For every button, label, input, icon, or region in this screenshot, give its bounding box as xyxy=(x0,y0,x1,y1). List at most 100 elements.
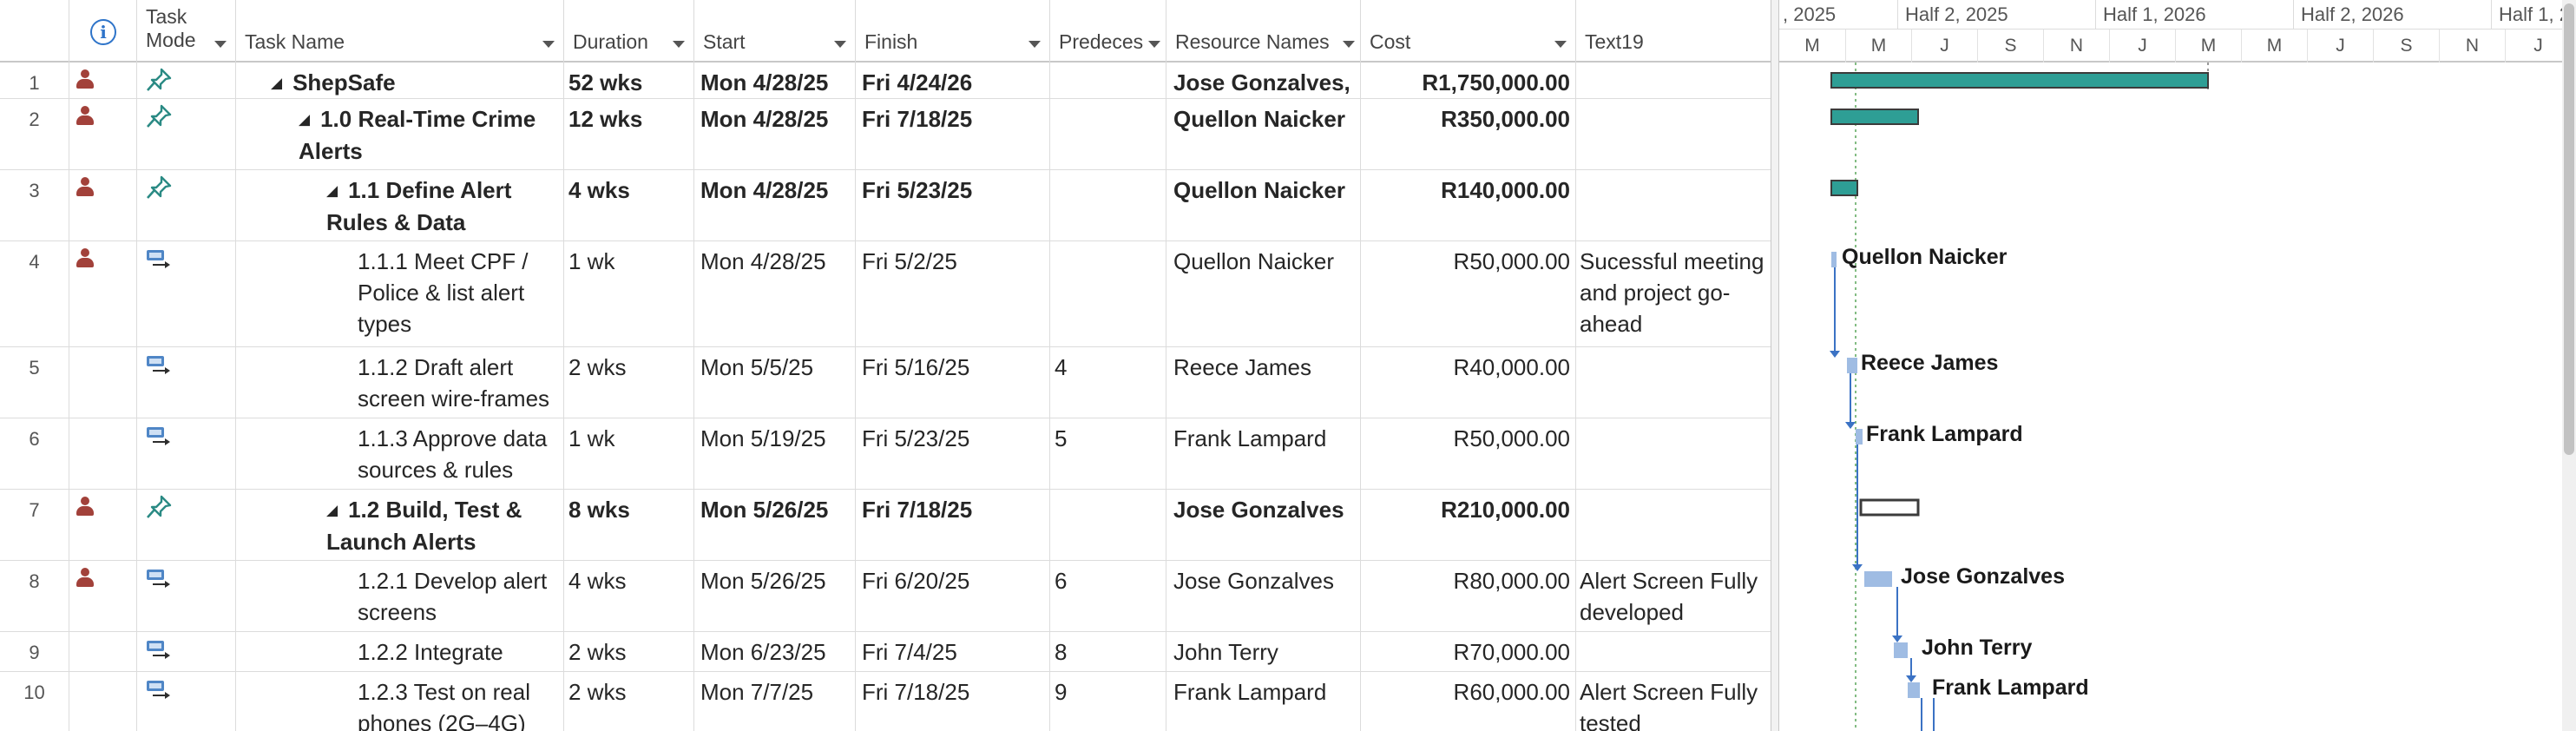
duration-cell[interactable]: 2 wks xyxy=(564,672,694,731)
finish-cell[interactable]: Fri 5/16/25 xyxy=(856,347,1050,418)
cost-cell[interactable]: R210,000.00 xyxy=(1361,490,1576,560)
task-name-cell[interactable]: 1.2.1 Develop alert screens xyxy=(236,561,564,631)
predecessors-cell[interactable] xyxy=(1050,241,1166,346)
predecessors-cell[interactable] xyxy=(1050,170,1166,240)
duration-cell[interactable]: 1 wk xyxy=(564,418,694,489)
text19-cell[interactable]: Alert Screen Fully developed xyxy=(1580,568,1758,625)
finish-cell[interactable]: Fri 4/24/26 xyxy=(856,63,1050,98)
row-id[interactable]: 8 xyxy=(0,561,69,631)
select-all-corner[interactable] xyxy=(0,0,69,63)
text19-cell[interactable]: Alert Screen Fully tested xyxy=(1580,679,1758,731)
row-id[interactable]: 1 xyxy=(0,63,69,98)
text19-cell[interactable] xyxy=(1576,490,1771,560)
chevron-down-icon[interactable] xyxy=(1554,41,1567,48)
table-row[interactable]: 3◢1.1 Define Alert Rules & Data Sources4… xyxy=(0,170,1771,241)
table-row[interactable]: 5 1.1.2 Draft alert screen wire-frames 2 w… xyxy=(0,347,1771,418)
task-name-cell[interactable]: ◢1.1 Define Alert Rules & Data Sources xyxy=(236,170,564,240)
finish-cell[interactable]: Fri 7/18/25 xyxy=(856,99,1050,169)
table-row[interactable]: 2 ◢ 1.0 Real-Time Crime Alerts 12 wks Mon 4/… xyxy=(0,99,1771,170)
duration-cell[interactable]: 12 wks xyxy=(564,99,694,169)
column-header-task-mode[interactable]: Task Mode xyxy=(137,0,236,63)
duration-cell[interactable]: 52 wks xyxy=(564,63,694,98)
task-name-cell[interactable]: ◢ ShepSafe xyxy=(236,63,564,98)
chevron-down-icon[interactable] xyxy=(1148,41,1160,48)
chevron-down-icon[interactable] xyxy=(214,41,227,48)
resource-names-cell[interactable]: Quellon Naicker xyxy=(1166,241,1361,346)
collapse-triangle-icon[interactable]: ◢ xyxy=(271,75,283,91)
finish-cell[interactable]: Fri 5/23/25 xyxy=(856,418,1050,489)
table-row[interactable]: 7 ◢ 1.2 Build, Test & Launch Alerts 8 wks Mo… xyxy=(0,490,1771,561)
row-id[interactable]: 5 xyxy=(0,347,69,418)
column-header-text19[interactable]: Text19 xyxy=(1576,0,1771,63)
task-mode-cell[interactable] xyxy=(137,418,236,489)
row-id[interactable]: 7 xyxy=(0,490,69,560)
task-name-cell[interactable]: 1.1.3 Approve data sources & rules xyxy=(236,418,564,489)
duration-cell[interactable]: 1 wk xyxy=(564,241,694,346)
task-name-cell[interactable]: ◢ 1.0 Real-Time Crime Alerts xyxy=(236,99,564,169)
task-mode-cell[interactable] xyxy=(137,63,236,98)
start-cell[interactable]: Mon 4/28/25 xyxy=(694,63,856,98)
row-id[interactable]: 9 xyxy=(0,632,69,671)
text19-cell[interactable] xyxy=(1576,347,1771,418)
column-header-duration[interactable]: Duration xyxy=(564,0,694,63)
resource-names-cell[interactable]: Frank Lampard xyxy=(1166,418,1361,489)
task-name-cell[interactable]: 1.2.3 Test on real phones (2G–4G) xyxy=(236,672,564,731)
start-cell[interactable]: Mon 7/7/25 xyxy=(694,672,856,731)
start-cell[interactable]: Mon 6/23/25 xyxy=(694,632,856,671)
collapse-triangle-icon[interactable]: ◢ xyxy=(326,182,338,199)
row-id[interactable]: 3 xyxy=(0,170,69,240)
task-name-cell[interactable]: 1.1.2 Draft alert screen wire-frames xyxy=(236,347,564,418)
finish-cell[interactable]: Fri 5/2/25 xyxy=(856,241,1050,346)
cost-cell[interactable]: R60,000.00 xyxy=(1361,672,1576,731)
duration-cell[interactable]: 8 wks xyxy=(564,490,694,560)
task-mode-cell[interactable] xyxy=(137,672,236,731)
column-header-indicators[interactable]: i xyxy=(69,0,137,63)
duration-cell[interactable]: 2 wks xyxy=(564,347,694,418)
resource-names-cell[interactable]: Quellon Naicker xyxy=(1166,99,1361,169)
text19-cell[interactable] xyxy=(1576,63,1771,98)
finish-cell[interactable]: Fri 7/4/25 xyxy=(856,632,1050,671)
task-mode-cell[interactable] xyxy=(137,490,236,560)
text19-cell[interactable] xyxy=(1576,418,1771,489)
task-name-cell[interactable]: 1.1.1 Meet CPF / Police & list alert typ… xyxy=(236,241,564,346)
vertical-scrollbar[interactable] xyxy=(2562,0,2576,731)
chevron-down-icon[interactable] xyxy=(673,41,685,48)
predecessors-cell[interactable]: 8 xyxy=(1050,632,1166,671)
predecessors-cell[interactable]: 6 xyxy=(1050,561,1166,631)
predecessors-cell[interactable] xyxy=(1050,490,1166,560)
cost-cell[interactable]: R80,000.00 xyxy=(1361,561,1576,631)
column-header-predecessors[interactable]: Predeces xyxy=(1050,0,1166,63)
row-id[interactable]: 4 xyxy=(0,241,69,346)
task-name-cell[interactable]: ◢ 1.2 Build, Test & Launch Alerts xyxy=(236,490,564,560)
cost-cell[interactable]: R140,000.00 xyxy=(1361,170,1576,240)
table-row[interactable]: 1 ◢ ShepSafe 52 wks Mon 4/28/25 Fri 4/24/26 Jo… xyxy=(0,63,1771,99)
predecessors-cell[interactable] xyxy=(1050,99,1166,169)
table-row[interactable]: 8 1.2.1 Develop alert screens 4 wks Mon 5/2… xyxy=(0,561,1771,632)
start-cell[interactable]: Mon 5/26/25 xyxy=(694,490,856,560)
task-mode-cell[interactable] xyxy=(137,561,236,631)
task-name-cell[interactable]: 1.2.2 Integrate API's xyxy=(236,632,564,671)
column-header-cost[interactable]: Cost xyxy=(1361,0,1576,63)
cost-cell[interactable]: R1,750,000.00 xyxy=(1361,63,1576,98)
column-header-task-name[interactable]: Task Name xyxy=(236,0,564,63)
duration-cell[interactable]: 2 wks xyxy=(564,632,694,671)
chevron-down-icon[interactable] xyxy=(1028,41,1041,48)
predecessors-cell[interactable] xyxy=(1050,63,1166,98)
resource-names-cell[interactable]: Reece James xyxy=(1166,347,1361,418)
view-splitter[interactable] xyxy=(1771,0,1779,731)
cost-cell[interactable]: R50,000.00 xyxy=(1361,241,1576,346)
table-row[interactable]: 4 1.1.1 Meet CPF / Police & list alert ty… xyxy=(0,241,1771,347)
text19-cell[interactable]: Sucessful meeting and project go-ahead xyxy=(1580,248,1764,337)
start-cell[interactable]: Mon 4/28/25 xyxy=(694,241,856,346)
predecessors-cell[interactable]: 4 xyxy=(1050,347,1166,418)
chevron-down-icon[interactable] xyxy=(542,41,555,48)
task-mode-cell[interactable] xyxy=(137,632,236,671)
column-header-finish[interactable]: Finish xyxy=(856,0,1050,63)
row-id[interactable]: 10 xyxy=(0,672,69,731)
table-row[interactable]: 10 1.2.3 Test on real phones (2G–4G) 2 wks… xyxy=(0,672,1771,731)
resource-names-cell[interactable]: Jose Gonzalves, xyxy=(1166,63,1361,98)
cost-cell[interactable]: R40,000.00 xyxy=(1361,347,1576,418)
resource-names-cell[interactable]: John Terry xyxy=(1166,632,1361,671)
finish-cell[interactable]: Fri 6/20/25 xyxy=(856,561,1050,631)
